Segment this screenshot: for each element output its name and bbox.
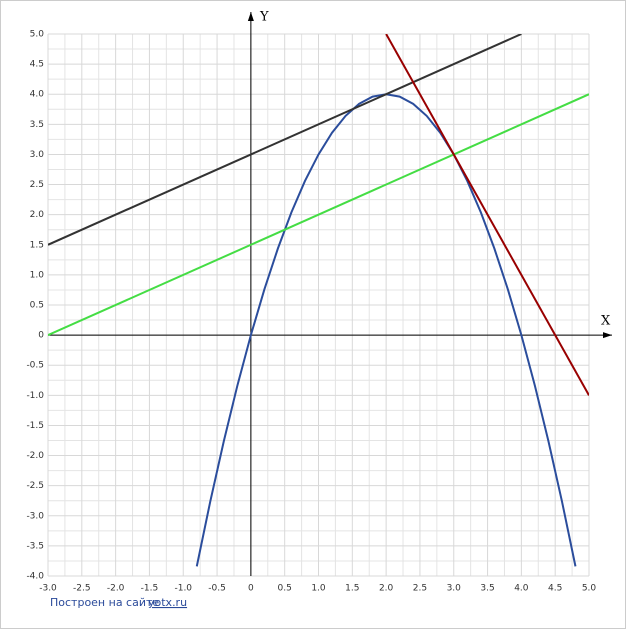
x-axis-title: X (601, 314, 611, 329)
x-tick-label: -2.0 (107, 584, 125, 594)
x-tick-label: 1.0 (311, 584, 326, 594)
x-tick-label: 3.0 (447, 584, 462, 594)
y-axis-title: Y (259, 10, 269, 25)
y-tick-label: -2.5 (26, 481, 44, 491)
x-tick-label: 4.5 (548, 584, 562, 594)
y-tick-label: 0 (38, 331, 44, 341)
x-tick-label: 3.5 (480, 584, 494, 594)
x-tick-label: -1.5 (141, 584, 159, 594)
y-tick-label: 4.5 (30, 60, 44, 70)
footer-text: Построен на сайте (50, 596, 159, 609)
x-tick-label: -3.0 (39, 584, 57, 594)
x-tick-label: 5.0 (582, 584, 597, 594)
series-line (48, 34, 522, 246)
series-line (48, 93, 589, 337)
y-tick-label: 3.5 (30, 120, 44, 130)
x-axis-arrow (603, 332, 612, 339)
y-tick-label: -4.0 (26, 572, 44, 582)
y-tick-label: 4.0 (30, 90, 45, 100)
x-tick-label: -2.5 (73, 584, 91, 594)
x-tick-label: 0.5 (278, 584, 292, 594)
y-tick-label: 3.0 (30, 150, 45, 160)
y-tick-label: 2.5 (30, 180, 44, 190)
y-tick-label: -1.0 (26, 391, 44, 401)
x-tick-label: 1.5 (345, 584, 359, 594)
x-tick-label: 2.5 (413, 584, 427, 594)
x-tick-label: 0 (248, 584, 254, 594)
x-tick-label: 2.0 (379, 584, 394, 594)
footer-link-text[interactable]: yotx.ru (148, 596, 187, 609)
x-tick-label: -1.0 (174, 584, 192, 594)
y-axis-arrow (247, 12, 254, 21)
y-tick-label: 1.5 (30, 240, 44, 250)
x-tick-label: 4.0 (514, 584, 529, 594)
x-tick-label: -0.5 (208, 584, 226, 594)
footer-link[interactable]: yotx.ru (148, 596, 187, 609)
y-tick-label: -3.5 (26, 541, 44, 551)
y-tick-label: 1.0 (30, 270, 45, 280)
y-tick-label: 5.0 (30, 30, 45, 40)
series-line (385, 34, 589, 396)
y-tick-label: -2.0 (26, 451, 44, 461)
y-tick-label: -1.5 (26, 421, 44, 431)
y-tick-label: -0.5 (26, 361, 44, 371)
y-tick-label: 2.0 (30, 210, 45, 220)
y-tick-label: -3.0 (26, 511, 44, 521)
y-tick-label: 0.5 (30, 301, 44, 311)
